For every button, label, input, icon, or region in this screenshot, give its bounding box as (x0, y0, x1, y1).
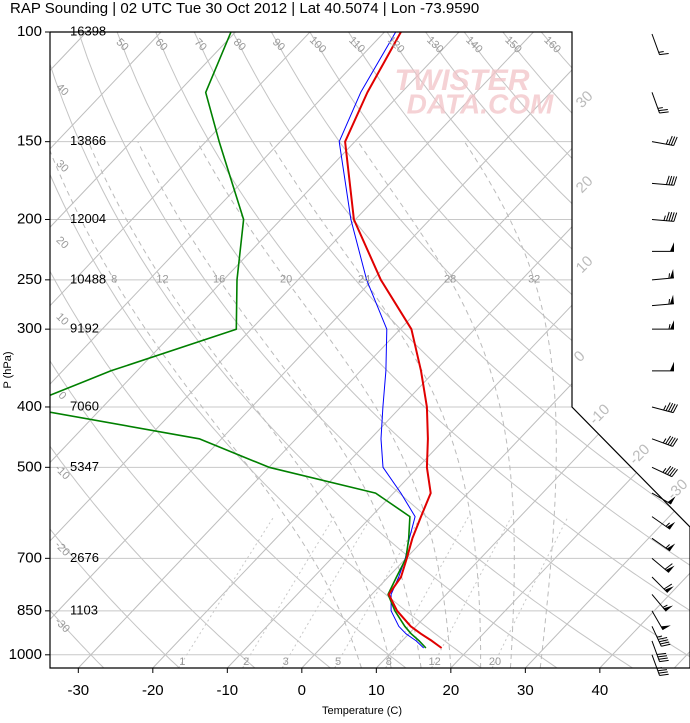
mixing-ratio-label: 5 (335, 656, 341, 668)
x-tick-label: 10 (368, 682, 385, 699)
moist-adiabat-label: 12 (156, 274, 168, 286)
y-tick-label: 200 (17, 210, 42, 227)
x-tick-label: 0 (298, 682, 306, 699)
y-tick-label: 100 (17, 23, 42, 40)
height-label: 2676 (70, 550, 99, 565)
height-label: 9192 (70, 321, 99, 336)
height-label: 7060 (70, 398, 99, 413)
x-tick-label: -20 (142, 682, 164, 699)
moist-adiabat-label: 24 (358, 274, 370, 286)
y-tick-label: 700 (17, 549, 42, 566)
y-tick-label: 150 (17, 133, 42, 150)
y-tick-label: 500 (17, 458, 42, 475)
moist-adiabat-label: 8 (111, 274, 117, 286)
moist-adiabat-label: 16 (213, 274, 225, 286)
x-tick-label: 20 (442, 682, 459, 699)
x-tick-label: 40 (592, 682, 609, 699)
mixing-ratio-label: 1 (179, 656, 185, 668)
mixing-ratio-label: 20 (489, 656, 501, 668)
y-tick-label: 300 (17, 320, 42, 337)
y-tick-label: 250 (17, 271, 42, 288)
moist-adiabat-label: 28 (444, 274, 456, 286)
x-tick-label: -10 (216, 682, 238, 699)
height-label: 16398 (70, 23, 106, 38)
moist-adiabat-label: 20 (280, 274, 292, 286)
barb-half-feather (669, 299, 670, 304)
mixing-ratio-label: 2 (243, 656, 249, 668)
height-label: 13866 (70, 133, 106, 148)
y-axis-label: P (hPa) (2, 351, 14, 388)
x-tick-label: -30 (67, 682, 89, 699)
y-tick-label: 850 (17, 602, 42, 619)
mixing-ratio-label: 12 (429, 656, 441, 668)
mixing-ratio-label: 8 (386, 656, 392, 668)
chart-title: RAP Sounding | 02 UTC Tue 30 Oct 2012 | … (10, 0, 479, 17)
height-label: 10488 (70, 271, 106, 286)
height-label: 1103 (70, 602, 98, 617)
mixing-ratio-label: 3 (283, 656, 289, 668)
x-tick-label: 30 (517, 682, 534, 699)
x-axis-label: Temperature (C) (322, 705, 402, 717)
height-label: 12004 (70, 211, 106, 226)
watermark-line: DATA.COM (407, 88, 554, 119)
moist-adiabat-label: 32 (528, 274, 540, 286)
height-label: 5347 (70, 459, 99, 474)
barb-half-feather (669, 273, 670, 278)
y-tick-label: 1000 (9, 646, 42, 663)
y-tick-label: 400 (17, 398, 42, 415)
